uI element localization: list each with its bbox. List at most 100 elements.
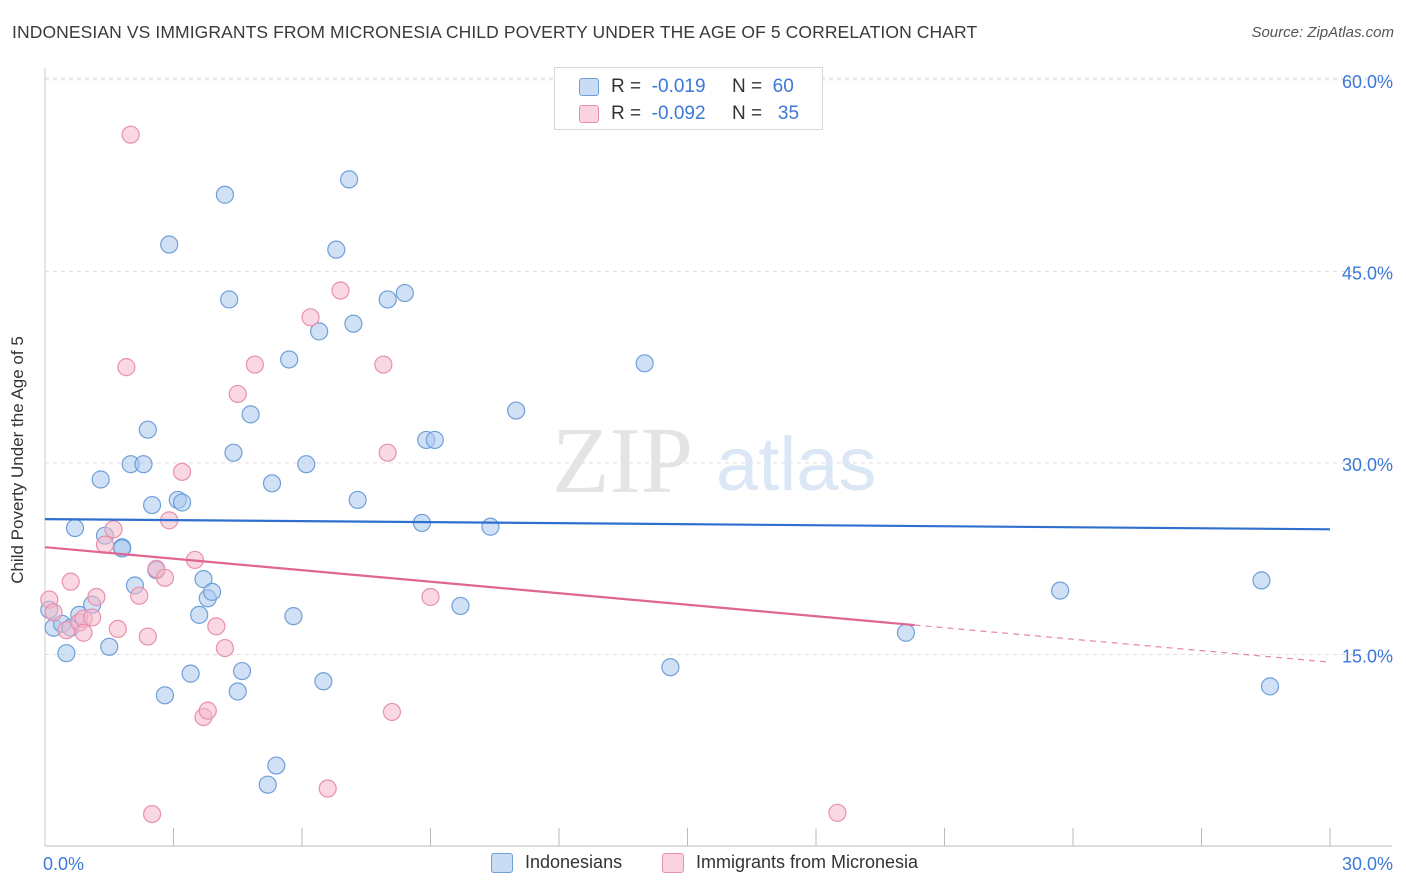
indonesians-point xyxy=(507,401,526,420)
indonesians-point xyxy=(1051,581,1070,600)
watermark-zip: ZIP xyxy=(552,409,693,513)
indonesians-point xyxy=(1252,571,1271,590)
micronesia-point xyxy=(318,779,337,798)
indonesians-point xyxy=(142,495,162,515)
micronesia-point xyxy=(198,701,217,720)
indonesians-point xyxy=(425,430,444,450)
micronesia-trend-line xyxy=(44,546,915,627)
micronesia-point xyxy=(142,804,162,824)
indonesians-point xyxy=(224,443,243,462)
legend-swatch-blue xyxy=(579,78,599,96)
legend-label-micronesia: Immigrants from Micronesia xyxy=(696,852,919,872)
y-tick-label: 60.0% xyxy=(1342,72,1393,92)
legend-label-indonesians: Indonesians xyxy=(525,852,623,872)
micronesia-point xyxy=(104,520,123,539)
stats-r-label: R = xyxy=(611,76,642,97)
indonesians-point xyxy=(635,354,654,373)
stats-r-value: -0.092 xyxy=(651,103,706,124)
indonesians-trend-line xyxy=(44,517,1331,531)
legend-swatch-pink xyxy=(662,853,684,873)
stats-n-value: 60 xyxy=(772,76,794,97)
micronesia-point xyxy=(108,619,127,639)
micronesia-point xyxy=(378,443,397,462)
micronesia-trend-extension xyxy=(914,624,1331,663)
micronesia-point xyxy=(421,587,440,607)
indonesians-point xyxy=(134,455,153,474)
micronesia-point xyxy=(245,355,264,374)
indonesians-point xyxy=(65,518,85,538)
indonesians-point xyxy=(661,658,680,677)
indonesians-point xyxy=(262,474,282,493)
micronesia-point xyxy=(138,627,157,646)
points-layer xyxy=(40,125,1280,824)
micronesia-point xyxy=(828,803,847,822)
y-tick-label: 45.0% xyxy=(1342,263,1393,283)
indonesians-point xyxy=(314,672,333,691)
micronesia-point xyxy=(215,638,234,658)
micronesia-point xyxy=(121,125,140,144)
tick-label-layer: 15.0% 30.0% 45.0% 60.0% 0.0% 30.0% xyxy=(43,72,1393,874)
micronesia-point xyxy=(172,462,192,481)
indonesians-point xyxy=(896,623,916,642)
x-tick-label-min: 0.0% xyxy=(43,854,84,874)
indonesians-point xyxy=(395,283,414,303)
legend-swatch-blue xyxy=(491,853,513,873)
indonesians-point xyxy=(284,607,303,626)
micronesia-point xyxy=(301,308,320,327)
micronesia-point xyxy=(83,608,102,627)
micronesia-point xyxy=(130,586,149,605)
indonesians-point xyxy=(451,596,470,616)
stats-n-value: 35 xyxy=(777,103,800,124)
indonesians-point xyxy=(280,350,299,369)
indonesians-point xyxy=(340,170,359,189)
micronesia-point xyxy=(61,572,80,591)
micronesia-point xyxy=(382,702,402,722)
stats-legend: R = -0.019 N = 60 R = -0.092 N = 35 xyxy=(554,67,823,130)
micronesia-point xyxy=(95,535,115,554)
indonesians-point xyxy=(348,490,367,510)
indonesians-point xyxy=(181,664,200,683)
indonesians-point xyxy=(160,235,179,254)
indonesians-point xyxy=(267,756,286,775)
x-tick-label-max: 30.0% xyxy=(1342,854,1393,874)
stats-n-label: N = xyxy=(731,103,763,124)
indonesians-point xyxy=(155,686,175,705)
chart-title: INDONESIAN VS IMMIGRANTS FROM MICRONESIA… xyxy=(12,22,978,42)
indonesians-point xyxy=(310,322,329,341)
micronesia-point xyxy=(331,281,350,300)
stats-r-label: R = xyxy=(611,103,642,124)
watermark-atlas: atlas xyxy=(716,422,877,507)
series-legend: Indonesians Immigrants from Micronesia xyxy=(0,851,1406,879)
indonesians-point xyxy=(190,605,209,624)
indonesians-point xyxy=(215,185,234,204)
micronesia-point xyxy=(44,603,63,622)
trend-layer xyxy=(44,517,1331,663)
indonesians-point xyxy=(481,517,500,536)
indonesians-point xyxy=(327,240,346,259)
indonesians-point xyxy=(241,405,260,424)
micronesia-point xyxy=(155,568,175,587)
indonesians-point xyxy=(57,644,76,663)
micronesia-point xyxy=(117,358,136,377)
micronesia-point xyxy=(74,623,93,642)
stats-n-label: N = xyxy=(731,76,763,97)
indonesians-point xyxy=(194,570,213,589)
indonesians-point xyxy=(202,582,222,601)
micronesia-point xyxy=(374,355,393,374)
y-tick-label: 30.0% xyxy=(1342,455,1393,475)
y-tick-label: 15.0% xyxy=(1342,646,1393,666)
micronesia-point xyxy=(207,617,226,636)
indonesians-point xyxy=(378,290,397,309)
stats-r-value: -0.019 xyxy=(651,76,706,97)
indonesians-point xyxy=(220,290,239,309)
micronesia-point xyxy=(228,384,247,404)
indonesians-point xyxy=(258,775,277,794)
indonesians-point xyxy=(91,470,110,489)
legend-swatch-pink xyxy=(579,105,599,123)
watermark: ZIP atlas xyxy=(552,409,877,513)
indonesians-point xyxy=(1260,677,1280,696)
indonesians-point xyxy=(232,661,252,681)
micronesia-point xyxy=(87,587,106,607)
indonesians-point xyxy=(228,682,247,701)
